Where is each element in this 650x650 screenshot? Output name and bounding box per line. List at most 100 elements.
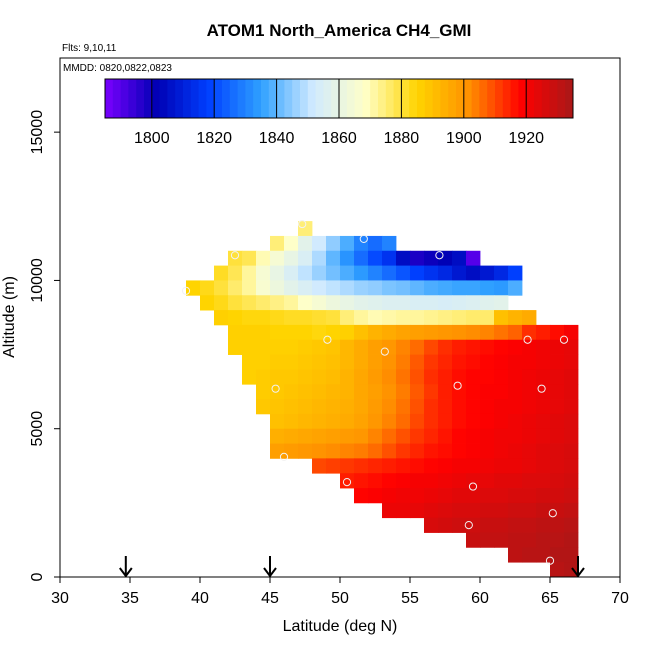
heatmap-cell — [298, 413, 313, 430]
colorbar-segment — [307, 79, 316, 118]
heatmap-cell — [242, 280, 257, 296]
heatmap-cell — [438, 458, 453, 474]
heatmap-cell — [354, 235, 369, 252]
heatmap-cell — [550, 458, 565, 474]
heatmap-cell — [396, 280, 411, 296]
heatmap-cell — [298, 354, 313, 370]
heatmap-cell — [550, 547, 565, 563]
heatmap-cell — [522, 488, 537, 504]
x-tick-label: 45 — [261, 590, 279, 607]
colorbar-segment — [292, 79, 301, 118]
observation-marker — [435, 251, 444, 260]
heatmap-cell — [508, 473, 523, 489]
heatmap-cell — [256, 369, 271, 385]
colorbar-segment — [128, 79, 137, 118]
colorbar-segment — [393, 79, 402, 118]
heatmap-cell — [438, 354, 453, 370]
heatmap-cell — [424, 324, 439, 341]
heatmap-cell — [564, 443, 579, 459]
heatmap-cell — [466, 310, 481, 326]
heatmap-cell — [508, 517, 523, 533]
heatmap-cell — [382, 250, 397, 266]
heatmap-cell — [326, 265, 341, 281]
heatmap-cell — [326, 443, 341, 459]
x-tick-label: 35 — [121, 590, 139, 607]
heatmap-cell — [424, 428, 439, 444]
heatmap-cell — [410, 354, 425, 370]
heatmap-cell — [382, 265, 397, 281]
heatmap-cell — [438, 295, 453, 311]
heatmap-cell — [508, 324, 523, 341]
heatmap-cell — [508, 458, 523, 474]
heatmap-cell — [410, 324, 425, 341]
heatmap-cell — [354, 399, 369, 415]
heatmap-cell — [564, 488, 579, 504]
heatmap-cell — [564, 473, 579, 489]
down-arrow-icon — [263, 556, 277, 578]
colorbar-segment — [323, 79, 332, 118]
heatmap-cell — [564, 428, 579, 444]
heatmap-cell — [298, 324, 313, 341]
heatmap-cell — [326, 250, 341, 266]
heatmap-cell — [284, 250, 299, 266]
heatmap-cell — [508, 369, 523, 385]
colorbar-segment — [229, 79, 238, 118]
heatmap-cell — [284, 354, 299, 370]
heatmap-cell — [536, 428, 551, 444]
observation-marker — [359, 234, 368, 244]
heatmap-cell — [466, 517, 481, 533]
heatmap-cell — [438, 339, 453, 355]
heatmap-cell — [340, 280, 355, 296]
heatmap-cell — [340, 369, 355, 385]
heatmap-cell — [382, 339, 397, 355]
heatmap-cell — [256, 310, 271, 326]
heatmap-cell — [256, 384, 271, 400]
heatmap-cell — [550, 488, 565, 504]
heatmap-cell — [270, 428, 285, 444]
heatmap-cell — [340, 354, 355, 370]
heatmap-cell — [494, 458, 509, 474]
colorbar-segment — [346, 79, 355, 118]
heatmap-cell — [396, 428, 411, 444]
colorbar-segment — [526, 79, 535, 118]
heatmap-cell — [438, 280, 453, 296]
heatmap-cell — [466, 354, 481, 370]
heatmap-cell — [200, 295, 215, 311]
heatmap-cell — [452, 488, 467, 504]
heatmap-cell — [396, 265, 411, 281]
x-tick-label: 65 — [541, 590, 559, 607]
heatmap-cell — [228, 280, 243, 296]
heatmap-cell — [452, 310, 467, 326]
heatmap-cell — [508, 502, 523, 519]
heatmap-cell — [550, 369, 565, 385]
heatmap-cell — [312, 369, 327, 385]
heatmap-cell — [550, 502, 565, 519]
heatmap-cell — [368, 235, 383, 252]
heatmap-cell — [396, 502, 411, 519]
heatmap-cell — [270, 250, 285, 266]
colorbar-segment — [354, 79, 363, 118]
colorbar-tick-label: 1900 — [446, 130, 482, 147]
heatmap-cell — [354, 443, 369, 459]
heatmap-cell — [298, 428, 313, 444]
colorbar-segment — [456, 79, 465, 118]
observation-marker — [559, 335, 569, 344]
heatmap-cell — [452, 413, 467, 430]
heatmap-cell — [424, 399, 439, 415]
observation-marker — [468, 482, 478, 491]
heatmap-cell — [382, 428, 397, 444]
heatmap-cell — [298, 235, 313, 252]
heatmap-cell — [396, 250, 411, 266]
heatmap-cell — [410, 413, 425, 430]
heatmap-cell — [564, 458, 579, 474]
x-tick-label: 30 — [51, 590, 69, 607]
heatmap-cell — [326, 428, 341, 444]
colorbar-segment — [175, 79, 184, 118]
heatmap-cell — [242, 354, 257, 370]
heatmap-cell — [340, 458, 355, 474]
heatmap-cell — [452, 295, 467, 311]
heatmap-cell — [550, 354, 565, 370]
heatmap-cell — [494, 473, 509, 489]
heatmap-cell — [396, 324, 411, 341]
